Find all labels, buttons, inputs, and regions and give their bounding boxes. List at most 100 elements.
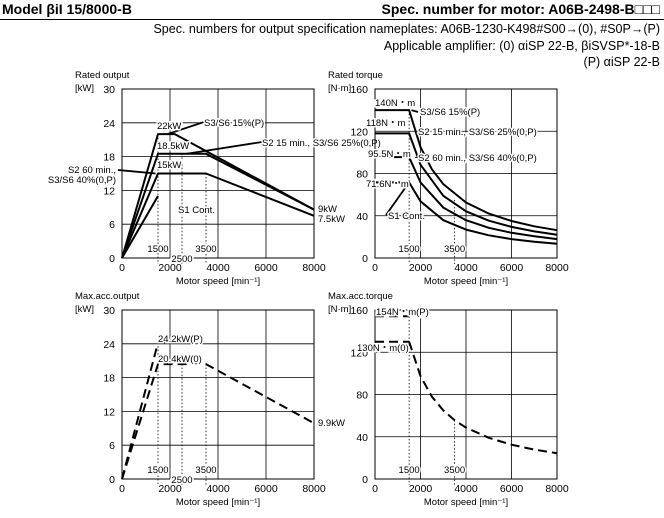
y-tick-label: 0 bbox=[109, 474, 115, 486]
y-tick-label: 40 bbox=[356, 211, 368, 223]
x-tick-label: 2000 bbox=[409, 262, 433, 274]
x-tick-label: 8000 bbox=[545, 483, 569, 495]
plot-rated_output bbox=[117, 88, 315, 264]
x-tick-label: 6000 bbox=[254, 262, 278, 274]
y-tick-label: 6 bbox=[109, 440, 115, 452]
speed-marker-label: 1500 bbox=[399, 465, 420, 476]
chart-unit: [kW] bbox=[75, 83, 94, 94]
value-label: 24.2kW(P) bbox=[158, 334, 203, 345]
plot-max_acc_torque bbox=[374, 309, 558, 485]
nameplate-spec: Spec. numbers for output specification n… bbox=[153, 22, 660, 36]
y-tick-label: 40 bbox=[356, 432, 368, 444]
speed-marker-label: 3500 bbox=[444, 465, 465, 476]
value-label: 95.5N・m bbox=[368, 149, 411, 160]
value-label: 15kW bbox=[157, 160, 181, 171]
y-tick-label: 80 bbox=[356, 390, 368, 402]
x-tick-label: 6000 bbox=[500, 483, 524, 495]
speed-marker-label: 2500 bbox=[171, 254, 192, 265]
y-tick-label: 18 bbox=[103, 152, 115, 164]
series-line bbox=[121, 363, 315, 480]
curve-label: S2 15 min., S3/S6 25%(0,P) bbox=[262, 138, 381, 149]
leader-line bbox=[186, 141, 263, 155]
applicable-amplifier-p: (P) αiSP 22-B bbox=[583, 55, 660, 69]
plot-frame bbox=[121, 309, 315, 480]
series-line bbox=[375, 156, 558, 241]
leader-line bbox=[117, 169, 156, 175]
series-line bbox=[121, 152, 315, 259]
value-label: 7.5kW bbox=[318, 214, 345, 225]
chart-unit: [N·m] bbox=[328, 304, 351, 315]
y-tick-label: 0 bbox=[109, 253, 115, 265]
speed-marker-label: 3500 bbox=[195, 244, 216, 255]
y-tick-label: 18 bbox=[103, 373, 115, 385]
x-tick-label: 6000 bbox=[500, 262, 524, 274]
x-tick-label: 0 bbox=[119, 262, 125, 274]
series-line bbox=[121, 133, 315, 259]
y-tick-label: 160 bbox=[350, 305, 368, 317]
x-tick-label: 0 bbox=[372, 483, 378, 495]
x-tick-label: 8000 bbox=[302, 262, 326, 274]
y-tick-label: 0 bbox=[362, 253, 368, 265]
speed-marker-label: 2500 bbox=[171, 475, 192, 486]
x-tick-label: 4000 bbox=[206, 483, 230, 495]
speed-marker-label: 1500 bbox=[399, 244, 420, 255]
value-label: 130N・m(0) bbox=[357, 343, 409, 354]
curve-label: S2 60 min., S3/S6 40%(0,P) bbox=[418, 153, 537, 164]
value-label: 9kW bbox=[318, 204, 337, 215]
curve-label: S3/S6 15%(P) bbox=[204, 118, 264, 129]
chart-unit: [kW] bbox=[75, 304, 94, 315]
applicable-amplifier: Applicable amplifier: (0) αiSP 22-B, βiS… bbox=[383, 39, 660, 53]
curve-label: S1 Cont. bbox=[178, 205, 215, 216]
plot-frame bbox=[121, 88, 315, 259]
plot-rated_torque bbox=[374, 88, 558, 264]
leader-line bbox=[411, 109, 419, 113]
model-title: Model βiI 15/8000-B bbox=[2, 1, 132, 17]
y-tick-label: 24 bbox=[103, 339, 115, 351]
series-line bbox=[121, 172, 315, 259]
y-tick-label: 30 bbox=[103, 84, 115, 96]
series-line bbox=[121, 341, 175, 480]
x-axis-label: Motor speed [min⁻¹] bbox=[424, 497, 508, 508]
value-label: 18.5kW bbox=[157, 141, 189, 152]
speed-marker-label: 1500 bbox=[147, 465, 168, 476]
y-tick-label: 12 bbox=[103, 185, 115, 197]
value-label: 154N・m(P) bbox=[376, 307, 429, 318]
y-tick-label: 6 bbox=[109, 219, 115, 231]
series-line bbox=[408, 341, 558, 455]
plot-max_acc_output bbox=[121, 309, 315, 485]
curve-label: S3/S6 15%(P) bbox=[420, 107, 480, 118]
y-tick-label: 12 bbox=[103, 406, 115, 418]
series-line bbox=[375, 132, 558, 236]
chart-title: Rated output bbox=[75, 70, 130, 81]
x-tick-label: 6000 bbox=[254, 483, 278, 495]
y-tick-label: 0 bbox=[362, 474, 368, 486]
y-tick-label: 160 bbox=[350, 84, 368, 96]
y-tick-label: 30 bbox=[103, 305, 115, 317]
x-tick-label: 2000 bbox=[158, 262, 182, 274]
y-tick-label: 120 bbox=[350, 126, 368, 138]
x-axis-label: Motor speed [min⁻¹] bbox=[176, 276, 260, 287]
series-line bbox=[121, 195, 159, 259]
chart-unit: [N·m] bbox=[328, 83, 351, 94]
plot-frame bbox=[374, 88, 558, 259]
series-line bbox=[375, 181, 558, 245]
value-label: 71.6N・m bbox=[366, 179, 409, 190]
value-label: 9.9kW bbox=[318, 418, 345, 429]
y-tick-label: 24 bbox=[103, 118, 115, 130]
x-tick-label: 2000 bbox=[409, 483, 433, 495]
motor-spec-number: Spec. number for motor: A06B-2498-B□□□ bbox=[381, 1, 660, 17]
value-label: 20.4kW(0) bbox=[158, 354, 202, 365]
header-rule bbox=[0, 19, 664, 20]
x-tick-label: 4000 bbox=[206, 262, 230, 274]
x-tick-label: 8000 bbox=[302, 483, 326, 495]
curve-label: S2 15 min., S3/S6 25%(0,P) bbox=[418, 127, 537, 138]
leader-line bbox=[167, 121, 205, 135]
value-label: 140N・m bbox=[375, 98, 415, 109]
chart-title: Max.acc.torque bbox=[328, 291, 393, 302]
x-axis-label: Motor speed [min⁻¹] bbox=[424, 276, 508, 287]
header: Model βiI 15/8000-B Spec. number for mot… bbox=[0, 0, 664, 20]
value-label: 118N・m bbox=[366, 118, 406, 129]
y-tick-label: 120 bbox=[350, 347, 368, 359]
x-tick-label: 2000 bbox=[158, 483, 182, 495]
